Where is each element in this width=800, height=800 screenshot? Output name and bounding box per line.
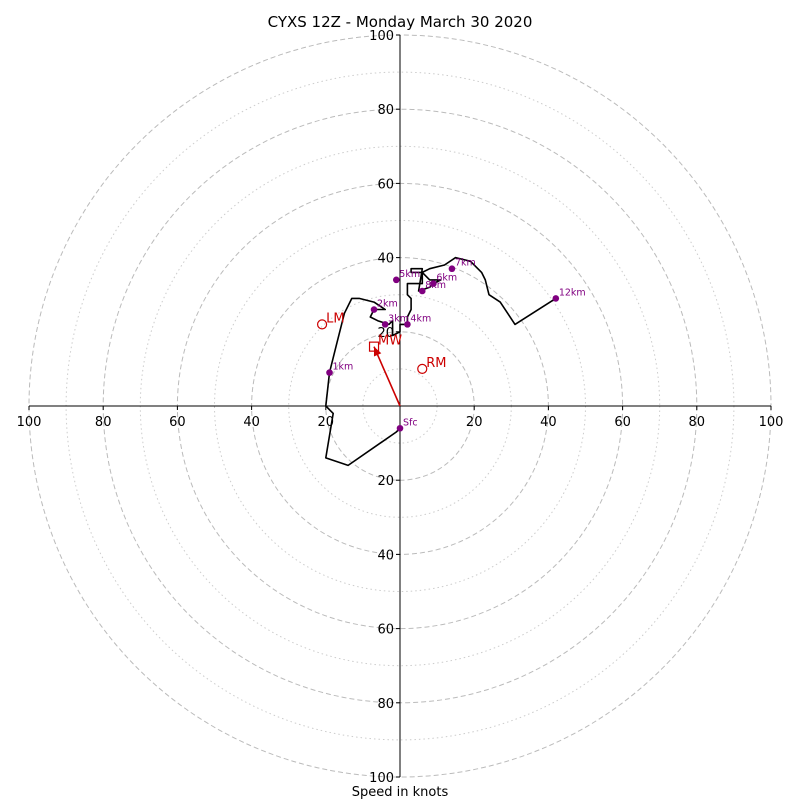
y-tick-label: 60 — [377, 177, 394, 192]
height-label-7km: 7km — [455, 258, 476, 269]
height-label-8km: 8km — [425, 280, 446, 291]
y-tick-label: 100 — [369, 771, 394, 786]
x-tick-label: 80 — [95, 415, 112, 430]
tick-labels: 100 80 60 40 20 20 40 60 80 100 100 80 60 40 20 20 40 60 8… — [17, 29, 784, 786]
x-tick-label: 20 — [466, 415, 483, 430]
y-tick-label: 60 — [377, 623, 394, 638]
y-tick-label: 80 — [377, 697, 394, 712]
y-tick-label: 20 — [377, 326, 394, 341]
height-marker-1km — [326, 369, 333, 376]
height-label-1km: 1km — [333, 362, 354, 373]
y-tick-label: 20 — [377, 474, 394, 489]
y-tick-label: 80 — [377, 103, 394, 118]
storm-motion-markers: LM RM MW — [316, 311, 447, 407]
height-marker-3km — [381, 321, 389, 328]
height-marker-sfc — [396, 424, 404, 432]
height-label-6km: 6km — [436, 273, 457, 284]
storm-label-mw: MW — [378, 334, 402, 349]
height-label-3km: 3km — [388, 313, 409, 324]
height-marker-2km — [370, 306, 378, 313]
height-label-sfc: Sfc — [403, 417, 418, 428]
storm-motion-vector — [373, 346, 401, 407]
height-marker-4km — [404, 321, 411, 328]
height-label-2km: 2km — [377, 299, 398, 310]
storm-marker-lm — [316, 319, 328, 330]
storm-label-rm: RM — [426, 356, 446, 371]
x-tick-label: 100 — [759, 415, 784, 430]
height-marker-7km — [448, 265, 456, 273]
height-marker-6km — [430, 280, 437, 287]
height-label-5km: 5km — [399, 269, 420, 280]
y-tick-label: 40 — [377, 548, 394, 563]
x-tick-label: 60 — [614, 415, 631, 430]
hodograph-line — [324, 256, 557, 467]
height-markers: Sfc 1km 2km 3km 4km 5km 6km 7km 8km 12km — [326, 258, 586, 432]
storm-marker-mw — [368, 341, 380, 352]
x-tick-label: 100 — [17, 415, 42, 430]
x-tick-label: 40 — [540, 415, 557, 430]
height-marker-8km — [418, 287, 426, 295]
y-tick-label: 100 — [369, 29, 394, 44]
storm-label-lm: LM — [326, 311, 344, 326]
x-tick-label: 60 — [169, 415, 186, 430]
height-label-4km: 4km — [410, 313, 431, 324]
x-axis-label: Speed in knots — [352, 785, 449, 800]
y-tick-label: 40 — [377, 252, 394, 267]
x-tick-label: 80 — [689, 415, 706, 430]
x-tick-label: 20 — [318, 415, 335, 430]
storm-marker-rm — [417, 363, 428, 374]
height-marker-5km — [392, 276, 400, 284]
height-label-12km: 12km — [559, 287, 586, 298]
height-marker-12km — [552, 295, 560, 302]
hodograph-trace — [324, 256, 557, 467]
chart-title: CYXS 12Z - Monday March 30 2020 — [268, 13, 533, 31]
x-tick-label: 40 — [243, 415, 260, 430]
